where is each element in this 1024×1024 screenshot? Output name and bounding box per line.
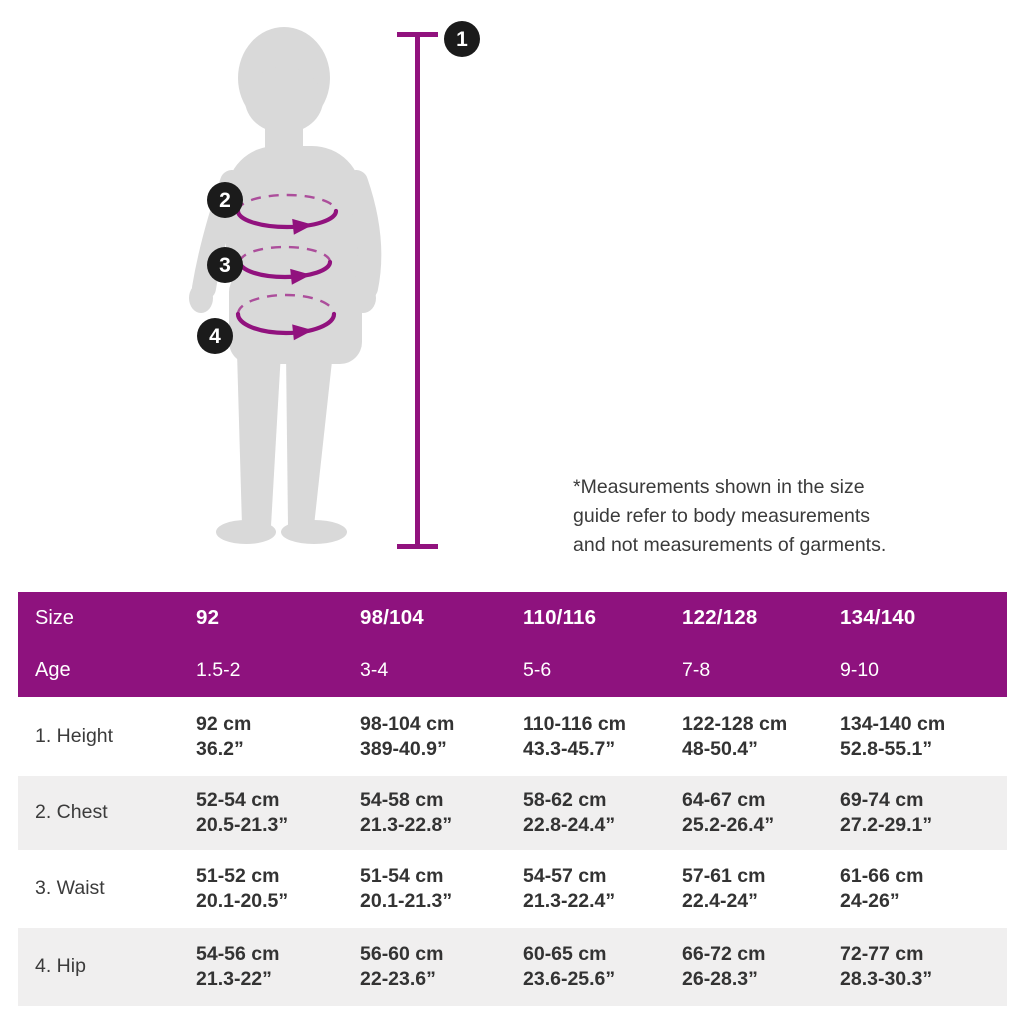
badge-height-number: 1 <box>456 27 468 51</box>
height-cell: 122-128 cm 48-50.4” <box>682 712 788 761</box>
size-table-header: Size 92 98/104 110/116 122/128 134/140 A… <box>18 592 1007 697</box>
hip-cell: 60-65 cm 23.6-25.6” <box>523 942 616 991</box>
size-col-134-140: 134/140 <box>840 606 916 629</box>
size-col-110-116: 110/116 <box>523 606 597 629</box>
height-measure-line <box>397 32 438 549</box>
hip-cell: 66-72 cm 26-28.3” <box>682 942 766 991</box>
note-line: *Measurements shown in the size <box>573 476 865 498</box>
row-label: 1. Height <box>35 725 114 748</box>
row-label: 2. Chest <box>35 801 108 824</box>
waist-measure-ellipse <box>237 245 333 285</box>
waist-cell: 51-52 cm 20.1-20.5” <box>196 864 289 913</box>
row-label: 3. Waist <box>35 877 105 900</box>
badge-waist-number: 3 <box>219 253 231 277</box>
height-cell: 92 cm 36.2” <box>196 712 252 761</box>
size-col-98-104: 98/104 <box>360 606 424 629</box>
age-col: 3-4 <box>360 659 389 681</box>
row-label: 4. Hip <box>35 955 86 978</box>
size-label: Size <box>35 606 74 629</box>
left-leg <box>237 352 281 526</box>
right-foot <box>281 520 347 544</box>
waist-cell: 54-57 cm 21.3-22.4” <box>523 864 616 913</box>
right-leg <box>286 352 333 526</box>
child-silhouette <box>189 27 382 544</box>
age-col: 9-10 <box>840 659 880 681</box>
chest-cell: 64-67 cm 25.2-26.4” <box>682 788 775 837</box>
table-row-waist: 3. Waist 51-52 cm 20.1-20.5” 51-54 cm 20.1… <box>18 852 1007 926</box>
hip-arrow-icon <box>292 324 313 341</box>
right-arm <box>344 170 382 300</box>
size-table: Size 92 98/104 110/116 122/128 134/140 A… <box>18 592 1007 1006</box>
age-col: 7-8 <box>682 659 711 681</box>
measurement-note: *Measurements shown in the size guide re… <box>573 473 973 560</box>
badge-chest-number: 2 <box>219 188 231 212</box>
height-cell: 98-104 cm 389-40.9” <box>360 712 455 761</box>
age-col: 1.5-2 <box>196 659 241 681</box>
badge-waist: 3 <box>207 247 243 283</box>
hip-cell: 72-77 cm 28.3-30.3” <box>840 942 933 991</box>
badge-chest: 2 <box>207 182 243 218</box>
age-col: 5-6 <box>523 659 552 681</box>
chest-cell: 69-74 cm 27.2-29.1” <box>840 788 933 837</box>
height-cell: 110-116 cm 43.3-45.7” <box>523 712 627 761</box>
size-col-122-128: 122/128 <box>682 606 758 629</box>
measurement-figure-graphic <box>189 27 438 549</box>
waist-arrow-icon <box>290 268 311 285</box>
table-row-hip: 4. Hip 54-56 cm 21.3-22” 56-60 cm 22-23.6”… <box>18 928 1007 1006</box>
age-label: Age <box>35 659 71 681</box>
waist-cell: 61-66 cm 24-26” <box>840 864 924 913</box>
chest-cell: 54-58 cm 21.3-22.8” <box>360 788 453 837</box>
table-row-chest: 2. Chest 52-54 cm 20.5-21.3” 54-58 cm 21.3… <box>18 776 1007 850</box>
left-foot <box>216 520 276 544</box>
table-row-height: 1. Height 92 cm 36.2” 98-104 cm 389-40.9” … <box>18 700 1007 774</box>
age-header-row: Age 1.5-2 3-4 5-6 7-8 9-10 <box>18 644 1007 697</box>
chest-cell: 52-54 cm 20.5-21.3” <box>196 788 289 837</box>
left-hand <box>189 283 213 313</box>
badge-height: 1 <box>444 21 480 57</box>
waist-cell: 57-61 cm 22.4-24” <box>682 864 766 913</box>
hip-measure-ellipse <box>235 293 337 341</box>
chest-arrow-icon <box>292 218 313 235</box>
note-line: and not measurements of garments. <box>573 534 887 556</box>
note-line: guide refer to body measurements <box>573 505 870 527</box>
size-header-row: Size 92 98/104 110/116 122/128 134/140 <box>18 592 1007 644</box>
chest-measure-ellipse <box>235 193 339 235</box>
size-col-92: 92 <box>196 606 220 629</box>
chest-cell: 58-62 cm 22.8-24.4” <box>523 788 616 837</box>
hip-cell: 56-60 cm 22-23.6” <box>360 942 444 991</box>
height-cell: 134-140 cm 52.8-55.1” <box>840 712 946 761</box>
badge-hip-number: 4 <box>209 324 221 348</box>
hip-cell: 54-56 cm 21.3-22” <box>196 942 280 991</box>
badge-hip: 4 <box>197 318 233 354</box>
waist-cell: 51-54 cm 20.1-21.3” <box>360 864 453 913</box>
